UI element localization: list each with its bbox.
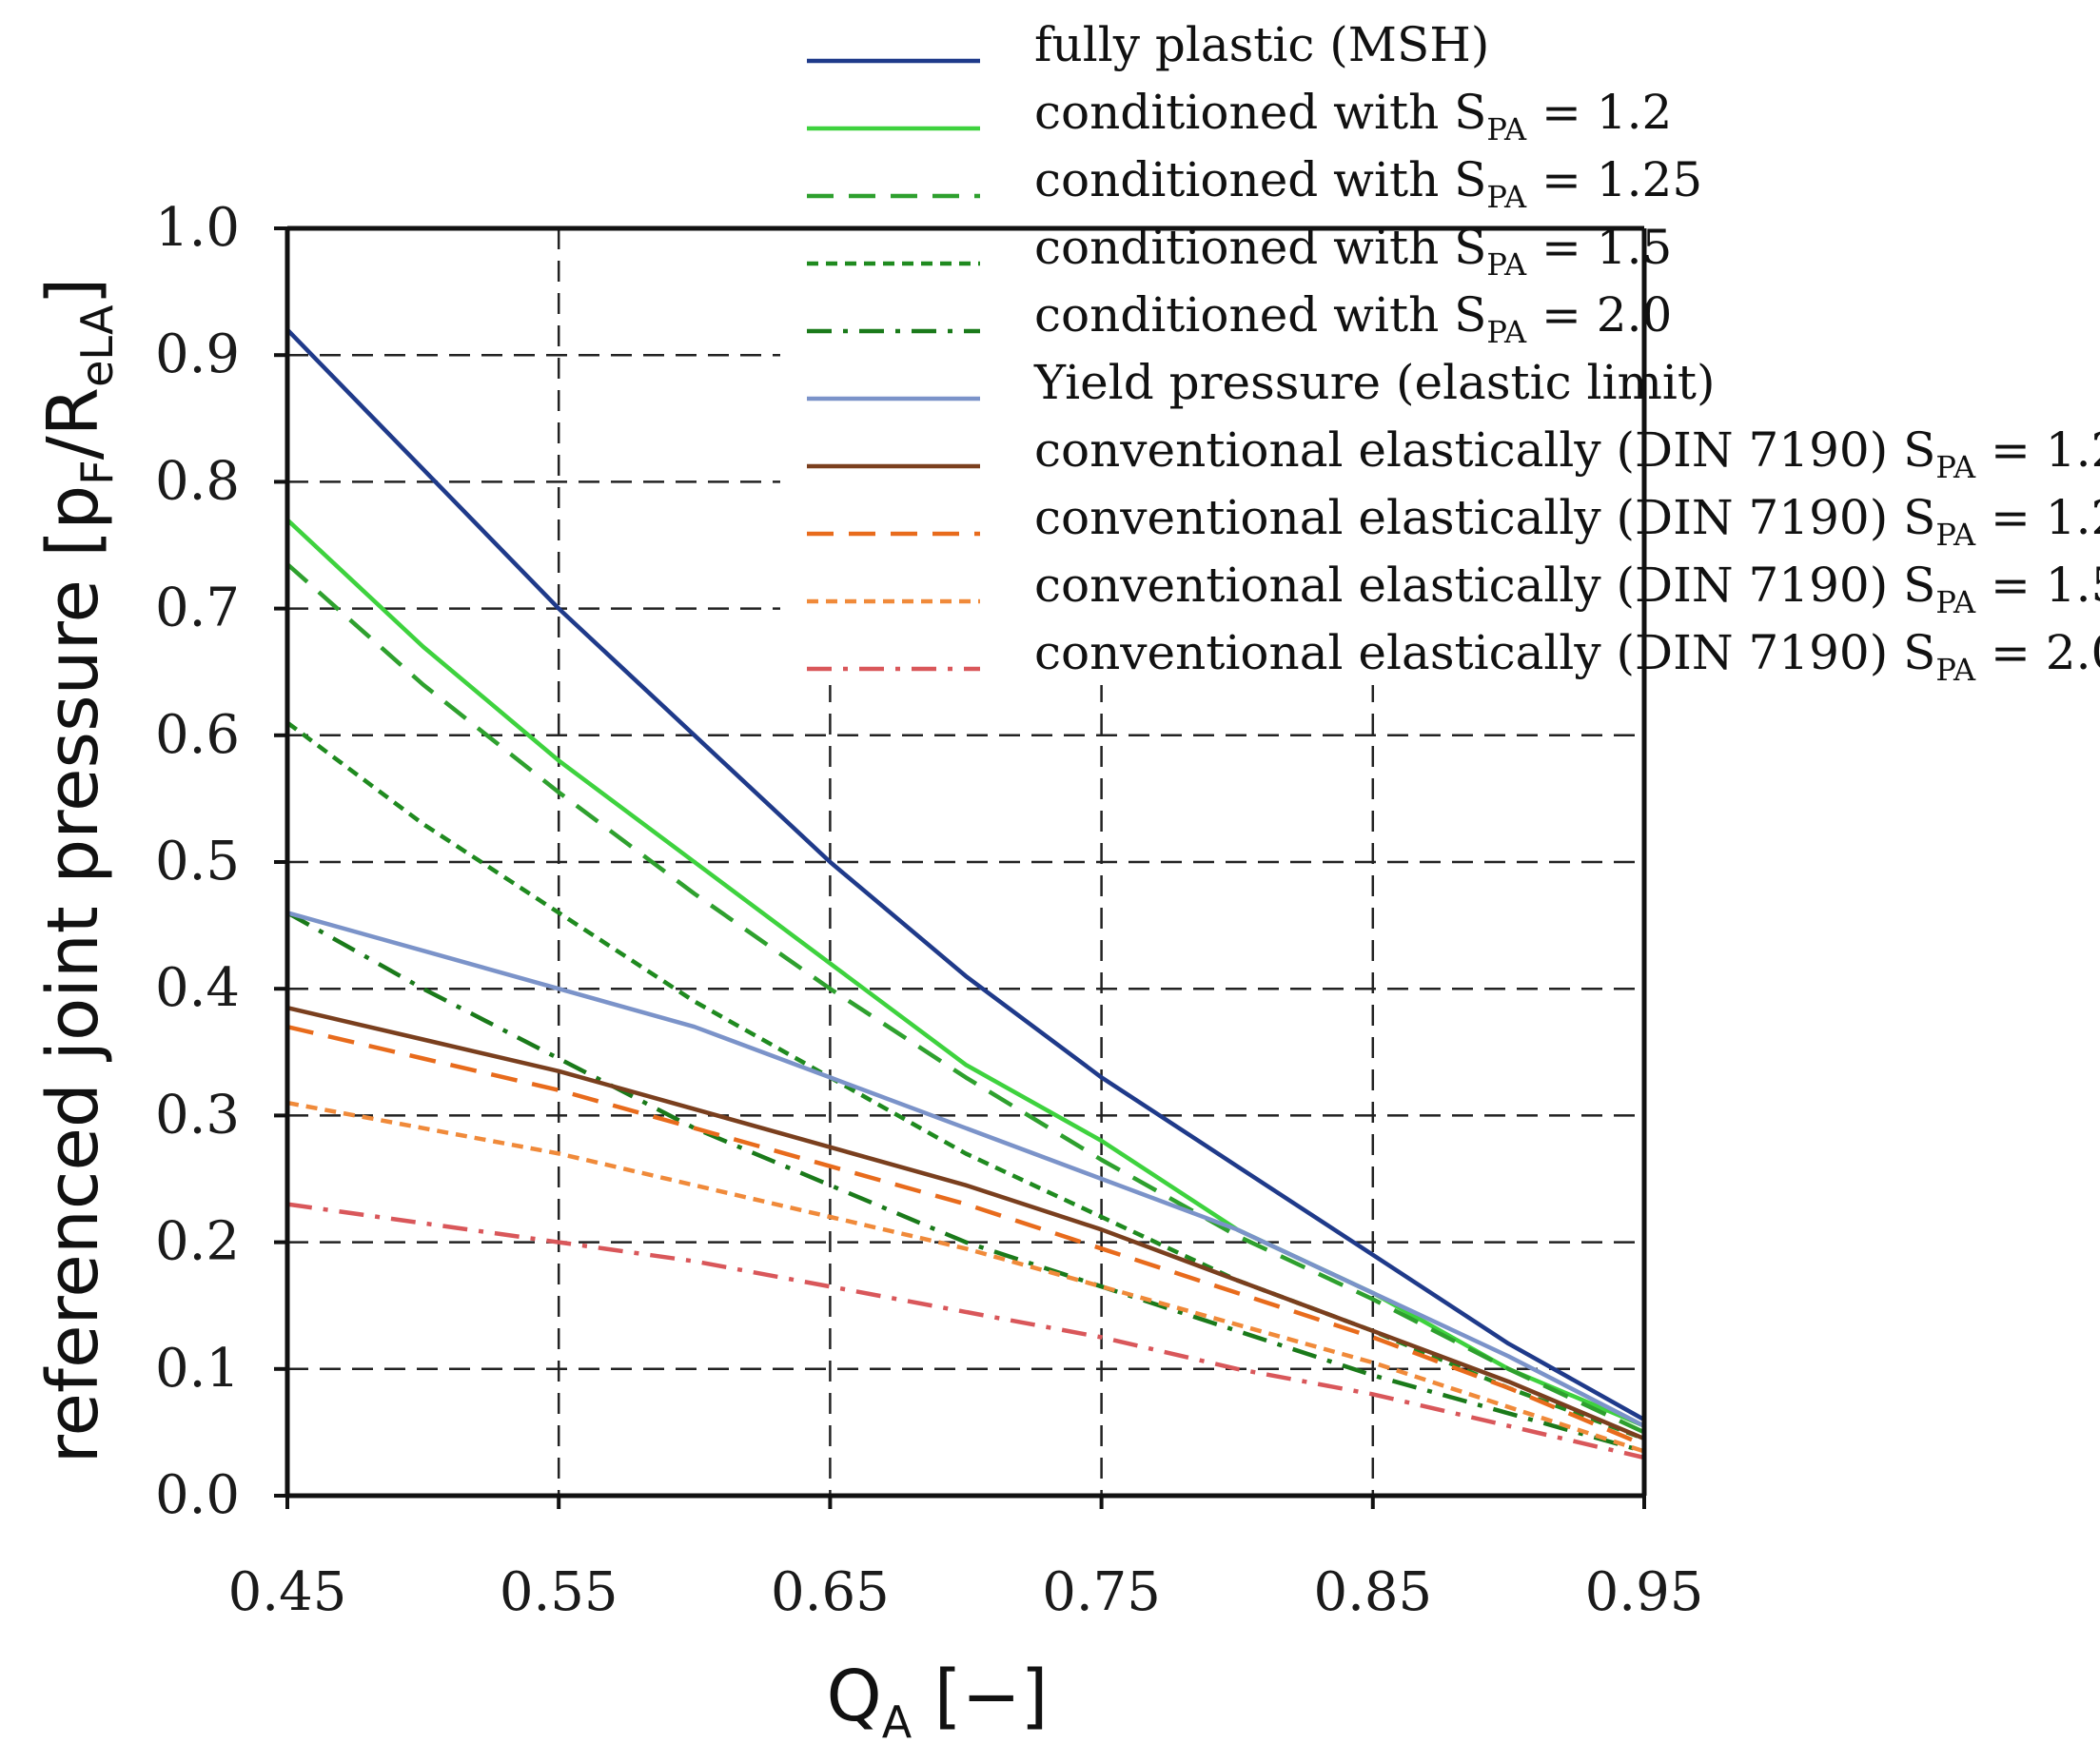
x-tick-label-2: 0.65 (771, 1561, 890, 1623)
legend-label-2: conditioned with SPA = 1.2 (1034, 85, 1672, 147)
legend-label-9: conventional elastically (DIN 7190) SPA … (1034, 558, 2100, 620)
x-axis-title: QA [−] (827, 1656, 1049, 1748)
legend-item-3[interactable]: conditioned with SPA = 1.25 (807, 152, 1702, 215)
legend-item-2[interactable]: conditioned with SPA = 1.2 (807, 85, 1672, 147)
series-line-2 (285, 518, 1645, 1428)
series-line-9 (286, 1100, 1645, 1454)
legend-item-9[interactable]: conventional elastically (DIN 7190) SPA … (807, 558, 2100, 620)
legend-label-10: conventional elastically (DIN 7190) SPA … (1034, 625, 2100, 688)
series-line-1 (285, 328, 1646, 1422)
series-line-10 (286, 1202, 1645, 1460)
y-tick-label-9: 0.9 (155, 323, 240, 385)
x-tick-label-1: 0.55 (500, 1561, 618, 1623)
y-tick-label-6: 0.6 (155, 704, 240, 766)
y-tick-label-8: 0.8 (155, 450, 240, 512)
axes (274, 225, 1647, 1509)
series-line-3 (285, 562, 1645, 1435)
y-tick-label-7: 0.7 (155, 578, 240, 639)
y-tick-label-2: 0.2 (155, 1211, 240, 1273)
y-tick-label-1: 0.1 (155, 1338, 240, 1400)
series-line-5 (285, 911, 1645, 1454)
y-tick-label-3: 0.3 (155, 1084, 240, 1146)
legend-label-7: conventional elastically (DIN 7190) SPA … (1034, 422, 2100, 485)
y-tick-label-5: 0.5 (155, 831, 240, 892)
series-lines (285, 328, 1646, 1460)
legend-label-3: conditioned with SPA = 1.25 (1034, 152, 1702, 215)
y-axis-title: referenced joint pressure [pF/ReLA] (32, 278, 123, 1464)
series-line-6 (286, 911, 1646, 1428)
legend-item-4[interactable]: conditioned with SPA = 1.5 (807, 220, 1672, 283)
legend-label-5: conditioned with SPA = 2.0 (1034, 287, 1672, 350)
legend-label-6: Yield pressure (elastic limit) (1033, 355, 1716, 410)
x-tick-label-0: 0.45 (228, 1561, 347, 1623)
x-tick-label-4: 0.85 (1313, 1561, 1432, 1623)
series-line-8 (286, 1025, 1645, 1447)
legend-item-6[interactable]: Yield pressure (elastic limit) (807, 355, 1716, 410)
x-tick-label-5: 0.95 (1585, 1561, 1704, 1623)
legend[interactable]: fully plastic (MSH) conditioned with SPA … (807, 17, 2100, 688)
legend-label-4: conditioned with SPA = 1.5 (1034, 220, 1672, 283)
x-tick-label-3: 0.75 (1042, 1561, 1161, 1623)
legend-item-10[interactable]: conventional elastically (DIN 7190) SPA … (807, 625, 2100, 688)
legend-item-1[interactable]: fully plastic (MSH) (807, 17, 1489, 72)
y-tick-label-4: 0.4 (155, 957, 240, 1019)
legend-item-7[interactable]: conventional elastically (DIN 7190) SPA … (807, 422, 2100, 485)
legend-item-8[interactable]: conventional elastically (DIN 7190) SPA … (807, 490, 2100, 553)
legend-label-1: fully plastic (MSH) (1034, 17, 1489, 72)
tick-labels: 0.0 0.1 0.2 0.3 0.4 0.5 0.6 0.7 0.8 0.9 1.0 0.45 0.5… (155, 197, 1703, 1623)
legend-background (780, 0, 2100, 685)
legend-label-8: conventional elastically (DIN 7190) SPA … (1034, 490, 2100, 553)
y-tick-label-0: 0.0 (155, 1464, 240, 1526)
legend-item-5[interactable]: conditioned with SPA = 2.0 (807, 287, 1672, 350)
y-tick-label-10: 1.0 (155, 197, 240, 259)
series-line-7 (286, 1006, 1645, 1441)
